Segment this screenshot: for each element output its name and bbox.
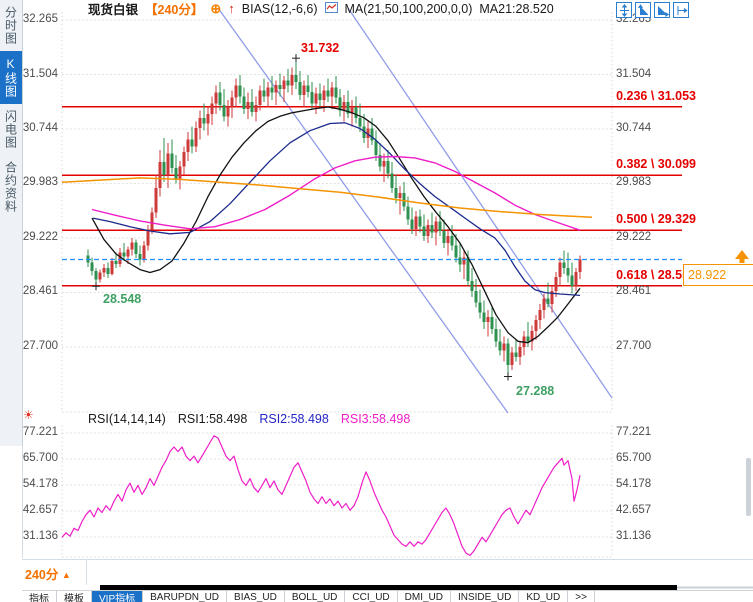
chart-type-sidebar: 分时图 K线图闪电图合约资料 <box>0 0 23 446</box>
ma-indicator-label[interactable]: MA(21,50,100,200,0,0) <box>344 1 473 16</box>
sidebar-item-kline-active[interactable]: K线图 <box>0 51 22 104</box>
toolbar-tab[interactable]: CCI_UD <box>345 591 398 602</box>
chart-toolbar-icons <box>616 2 689 18</box>
go-to-latest-icon[interactable] <box>673 2 689 18</box>
rsi2-value: RSI2:58.498 <box>259 412 329 426</box>
trend-up-icon: ↑ <box>228 1 235 16</box>
fib-level-label: 0.618 \ 28.558 <box>616 267 696 282</box>
chart-header: 现货白银 【240分】 ⊕ ↑ BIAS(12,-6,6) MA(21,50,1… <box>88 0 554 18</box>
price-axis-tick-right: 29.222 <box>616 230 652 243</box>
price-axis-tick-right: 27.700 <box>616 340 652 352</box>
period-label: 【240分】 <box>145 3 204 17</box>
price-extreme-label: 28.548 <box>103 292 142 307</box>
fib-level-label: 0.500 \ 29.329 <box>616 212 696 227</box>
toolbar-tab[interactable]: VIP指标 <box>92 591 144 602</box>
toolbar-tab[interactable]: 指标 <box>22 591 57 602</box>
toolbar-tab[interactable]: 模板 <box>57 591 92 602</box>
rsi-label[interactable]: RSI(14,14,14) <box>88 412 166 426</box>
bias-indicator-label[interactable]: BIAS(12,-6,6) <box>241 1 318 16</box>
rsi-axis-tick-left: 77.221 <box>22 426 58 438</box>
x-axis-zoom-icon[interactable] <box>654 2 670 18</box>
price-extreme-label: 27.288 <box>516 383 555 398</box>
toolbar-tab[interactable]: BARUPDN_UD <box>143 591 228 602</box>
toolbar-tab[interactable]: KD_UD <box>519 591 569 602</box>
toolbar-tab[interactable]: INSIDE_UD <box>451 591 520 602</box>
sidebar-item-chart-type[interactable]: 闪电图 <box>3 110 18 149</box>
toolbar-tab[interactable]: >> <box>568 591 595 602</box>
rsi-axis-tick-right: 42.657 <box>616 504 652 516</box>
price-axis-tick-left: 27.700 <box>22 340 58 352</box>
sidebar-item-chart-type[interactable]: 合约资料 <box>3 161 18 213</box>
v-scrollbar-thumb <box>746 458 751 516</box>
current-price-tag: 28.922 <box>683 264 753 287</box>
h-scrollbar-thumb <box>100 585 677 590</box>
indicator-settings-icon[interactable]: ☀ <box>23 408 34 422</box>
rsi-axis-tick-right: 54.178 <box>616 478 652 490</box>
rsi-axis-tick-left: 54.178 <box>22 478 58 490</box>
rsi-axis-tick-left: 42.657 <box>22 504 58 516</box>
price-axis-tick-left: 28.461 <box>22 285 58 298</box>
price-axis-tick-left: 29.222 <box>22 230 58 243</box>
price-axis-tick-left: 32.265 <box>22 13 58 25</box>
price-extreme-label: 31.732 <box>301 41 340 56</box>
rsi-axis-tick-left: 31.136 <box>22 530 58 542</box>
price-axis-tick-left: 31.504 <box>22 67 58 80</box>
cell-divider <box>86 560 87 585</box>
rsi-axis-tick-left: 65.700 <box>22 451 58 464</box>
price-axis-tick-left: 30.744 <box>22 121 58 134</box>
dropdown-arrow-icon: ▲ <box>61 570 71 580</box>
rsi-axis-tick-right: 31.136 <box>616 530 652 542</box>
toolbar-tab[interactable]: BOLL_UD <box>285 591 346 602</box>
period-selector-button[interactable]: 240分 ▲ <box>25 568 71 582</box>
rsi3-value: RSI3:58.498 <box>340 412 411 426</box>
crosshair-move-icon[interactable] <box>616 2 632 18</box>
toolbar-tab[interactable]: BIAS_UD <box>227 591 285 602</box>
indicator-toolbar: 指标 模板 VIP指标 BARUPDN_UD BIAS_UD BOLL_UD CCI_UD D… <box>22 590 753 602</box>
add-indicator-icon[interactable]: ⊕ <box>210 0 222 16</box>
symbol-name: 现货白银 <box>88 3 139 17</box>
ma21-value: MA21:28.520 <box>479 1 554 16</box>
price-axis-tick-left: 29.983 <box>22 176 58 189</box>
rsi-axis-tick-right: 65.700 <box>616 451 652 464</box>
price-axis-tick-right: 30.744 <box>616 121 652 134</box>
fib-level-label: 0.236 \ 31.053 <box>616 88 696 103</box>
ma-indicator-icon <box>324 1 338 16</box>
rsi-axis-tick-right: 77.221 <box>616 426 652 438</box>
fib-level-label: 0.382 \ 30.099 <box>616 157 696 172</box>
price-axis-tick-right: 28.461 <box>616 285 652 298</box>
time-axis-row: 240分 ▲ <box>22 559 753 585</box>
price-axis-tick-right: 29.983 <box>616 176 652 189</box>
y-axis-zoom-icon[interactable] <box>635 2 651 18</box>
rsi-header: RSI(14,14,14) RSI1:58.498 RSI2:58.498 RS… <box>88 412 410 426</box>
sidebar-divider <box>22 446 23 558</box>
sidebar-item-chart-type[interactable]: 分时图 <box>3 6 18 45</box>
rsi1-value: RSI1:58.498 <box>177 412 248 426</box>
price-axis-tick-right: 31.504 <box>616 67 652 80</box>
toolbar-tab[interactable]: DMI_UD <box>398 591 451 602</box>
